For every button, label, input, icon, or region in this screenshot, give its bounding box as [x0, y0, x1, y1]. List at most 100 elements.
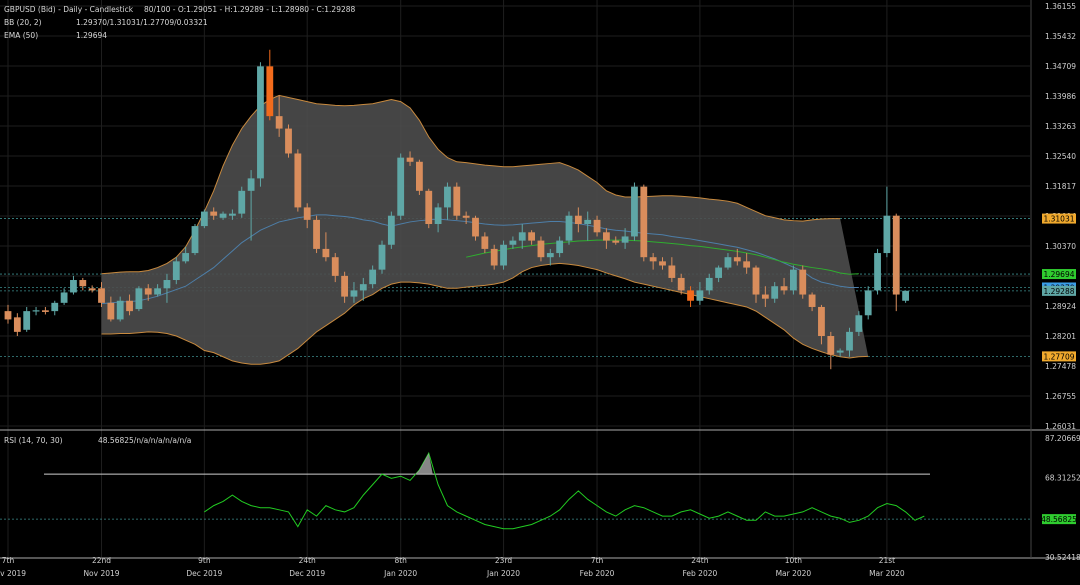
- rsi-y-tick-label: 30.52418: [1045, 553, 1080, 562]
- ema-line: [466, 239, 859, 275]
- candle-body: [621, 236, 629, 243]
- header-ohlc-values: 80/100 - O:1.29051 - H:1.29289 - L:1.289…: [144, 5, 356, 14]
- x-tick-label: Feb 2020: [683, 569, 718, 578]
- candle-body: [799, 269, 807, 295]
- x-tick-label: 22nd: [92, 556, 111, 565]
- rsi-header-values: 48.56825/n/a/n/a/n/a/n/a: [98, 436, 191, 445]
- candle-body: [79, 280, 87, 287]
- candle-body: [126, 300, 133, 312]
- y-tick-label: 1.33263: [1045, 122, 1076, 131]
- candle-body: [472, 217, 479, 237]
- price-tag-label: 1.29288: [1043, 287, 1074, 296]
- price-tag-box: [1042, 213, 1076, 224]
- candle-body: [322, 248, 330, 258]
- price-tag-label: 1.27709: [1043, 352, 1074, 361]
- bollinger-upper-line: [101, 94, 841, 275]
- candle-body: [743, 261, 751, 268]
- price-tag-box: [1042, 269, 1076, 280]
- price-tag-label: 1.31031: [1043, 215, 1074, 224]
- x-tick-label: 24th: [691, 556, 708, 565]
- candle-body: [266, 66, 274, 117]
- candle-body: [603, 232, 610, 241]
- candle-body: [724, 257, 732, 268]
- candle-body: [135, 288, 143, 310]
- y-tick-label: 1.28924: [1045, 302, 1076, 311]
- candle-body: [434, 207, 442, 225]
- candle-body: [154, 288, 161, 295]
- x-tick-label: Dec 2019: [289, 569, 325, 578]
- x-tick-label: 24th: [299, 556, 316, 565]
- bollinger-band-layer: [101, 94, 869, 365]
- candle-body: [359, 284, 367, 291]
- y-tick-label: 1.32540: [1045, 152, 1076, 161]
- candle-body: [490, 248, 498, 266]
- candle-body: [874, 253, 881, 291]
- y-tick-label: 1.34709: [1045, 62, 1076, 71]
- candle-body: [565, 215, 573, 241]
- rsi-tag-label: 48.56825: [1041, 515, 1077, 524]
- candle-body: [294, 153, 302, 208]
- candle-body: [350, 290, 358, 297]
- candle-body: [631, 186, 638, 237]
- x-tick-label: 7th: [2, 556, 15, 565]
- candle-body: [416, 161, 423, 191]
- rsi-tag-box: [1042, 514, 1076, 525]
- x-tick-label: Feb 2020: [580, 569, 615, 578]
- x-tick-label: Mar 2020: [776, 569, 812, 578]
- candle-body: [574, 215, 582, 225]
- candle-body: [836, 350, 844, 353]
- candle-body: [752, 267, 760, 295]
- x-tick-label: 8th: [394, 556, 407, 565]
- candle-body: [303, 207, 311, 220]
- header-bb-label: BB (20, 2): [4, 18, 42, 27]
- candle-layer: [4, 49, 909, 370]
- candle-body: [864, 290, 872, 316]
- rsi-overbought-fill: [415, 453, 433, 475]
- candle-body: [827, 336, 835, 355]
- candle-body: [116, 300, 124, 320]
- x-tick-label: Dec 2019: [186, 569, 222, 578]
- candle-body: [640, 186, 648, 258]
- bollinger-band-fill: [101, 95, 869, 365]
- y-tick-label: 1.30370: [1045, 242, 1076, 251]
- candle-body: [238, 190, 246, 214]
- candle-body: [163, 280, 171, 289]
- candle-body: [808, 294, 816, 307]
- y-tick-label: 1.31817: [1045, 182, 1076, 191]
- header-symbol-label: GBPUSD (Bid) - Daily - Candlestick: [4, 5, 134, 14]
- header-ema-label: EMA (50): [4, 31, 38, 40]
- candle-body: [509, 240, 517, 245]
- rsi-layer: [0, 451, 1030, 530]
- candle-body: [481, 236, 489, 249]
- y-tick-label: 1.36155: [1045, 2, 1076, 11]
- candle-body: [88, 288, 96, 291]
- candle-body: [687, 290, 694, 301]
- candle-body: [331, 257, 339, 276]
- price-tag-label: 1.29694: [1043, 270, 1074, 279]
- candle-body: [537, 240, 545, 258]
- y-tick-label: 1.26031: [1045, 422, 1076, 431]
- candle-body: [705, 277, 713, 291]
- candle-body: [219, 213, 227, 218]
- y-tick-label: 1.27478: [1045, 362, 1076, 371]
- candle-body: [668, 265, 676, 278]
- x-tick-label: Jan 2020: [383, 569, 417, 578]
- candle-body: [13, 317, 21, 332]
- candle-body: [733, 257, 741, 262]
- price-tag-box: [1042, 285, 1076, 296]
- header-ema-value: 1.29694: [76, 31, 107, 40]
- candle-body: [341, 275, 348, 297]
- x-tick-label: Mar 2020: [869, 569, 905, 578]
- x-tick-label: 7th: [591, 556, 604, 565]
- candle-body: [257, 66, 264, 179]
- candle-body: [715, 267, 722, 278]
- candle-body: [369, 269, 377, 285]
- candle-body: [200, 211, 208, 227]
- candle-body: [818, 306, 825, 337]
- candle-body: [60, 292, 68, 303]
- candle-body: [771, 286, 779, 299]
- candle-body: [593, 219, 601, 233]
- candle-body: [107, 302, 115, 320]
- candle-body: [790, 269, 797, 291]
